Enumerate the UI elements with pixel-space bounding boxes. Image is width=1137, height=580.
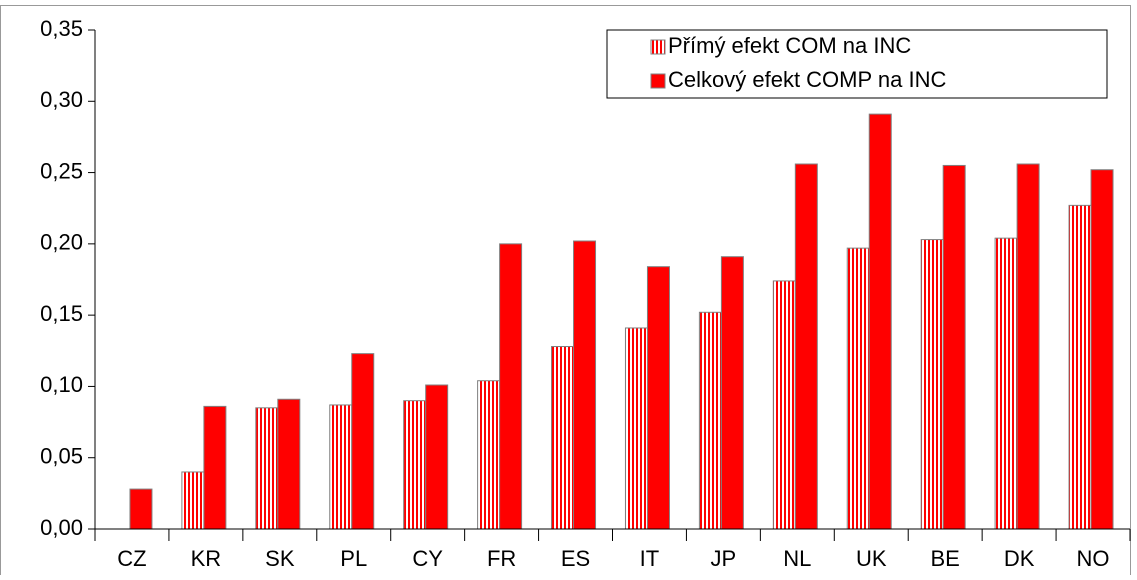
x-tick-label: DK xyxy=(1004,546,1035,571)
y-tick-label: 0,15 xyxy=(40,301,83,326)
y-tick-label: 0,25 xyxy=(40,158,83,183)
x-tick-label: KR xyxy=(191,546,222,571)
bar xyxy=(698,311,722,530)
x-tick-label: PL xyxy=(340,546,367,571)
chart-border xyxy=(0,5,1131,580)
x-tick-label: NO xyxy=(1077,546,1110,571)
x-tick-label: BE xyxy=(930,546,959,571)
legend-label: Celkový efekt COMP na INC xyxy=(668,67,946,92)
x-tick-label: UK xyxy=(856,546,887,571)
bar xyxy=(573,240,597,530)
x-tick-label: CY xyxy=(412,546,443,571)
bar xyxy=(425,384,449,530)
legend-swatch xyxy=(650,39,666,55)
legend-box xyxy=(606,29,1108,99)
bar xyxy=(1016,163,1040,530)
bar xyxy=(329,404,353,530)
legend-label: Přímý efekt COM na INC xyxy=(668,33,911,58)
y-tick-label: 0,10 xyxy=(40,372,83,397)
bar xyxy=(646,266,670,530)
bar xyxy=(351,353,375,530)
bar xyxy=(499,243,523,530)
legend-swatch xyxy=(650,73,666,89)
bar xyxy=(720,256,744,530)
x-tick-label: JP xyxy=(711,546,737,571)
bar xyxy=(1068,204,1092,530)
y-tick-label: 0,35 xyxy=(40,16,83,41)
x-tick-label: IT xyxy=(640,546,660,571)
bar xyxy=(203,405,227,530)
bar xyxy=(994,237,1018,530)
x-tick-label: CZ xyxy=(117,546,146,571)
y-tick-label: 0,30 xyxy=(40,87,83,112)
bar xyxy=(846,247,870,530)
bar xyxy=(794,163,818,530)
y-tick-label: 0,20 xyxy=(40,230,83,255)
bar xyxy=(255,407,279,530)
x-tick-label: NL xyxy=(783,546,811,571)
bar xyxy=(129,488,153,530)
x-tick-label: ES xyxy=(561,546,590,571)
x-tick-label: FR xyxy=(487,546,516,571)
bar xyxy=(477,380,501,530)
bar xyxy=(551,346,575,530)
x-tick-label: SK xyxy=(265,546,295,571)
bar xyxy=(868,113,892,530)
bar xyxy=(920,239,944,530)
y-tick-label: 0,00 xyxy=(40,515,83,540)
bar xyxy=(1090,169,1114,530)
bar xyxy=(772,280,796,530)
bar xyxy=(403,400,427,530)
bar xyxy=(181,471,205,530)
bar xyxy=(942,164,966,530)
y-tick-label: 0,05 xyxy=(40,444,83,469)
bar xyxy=(624,327,648,530)
bar xyxy=(277,398,301,530)
